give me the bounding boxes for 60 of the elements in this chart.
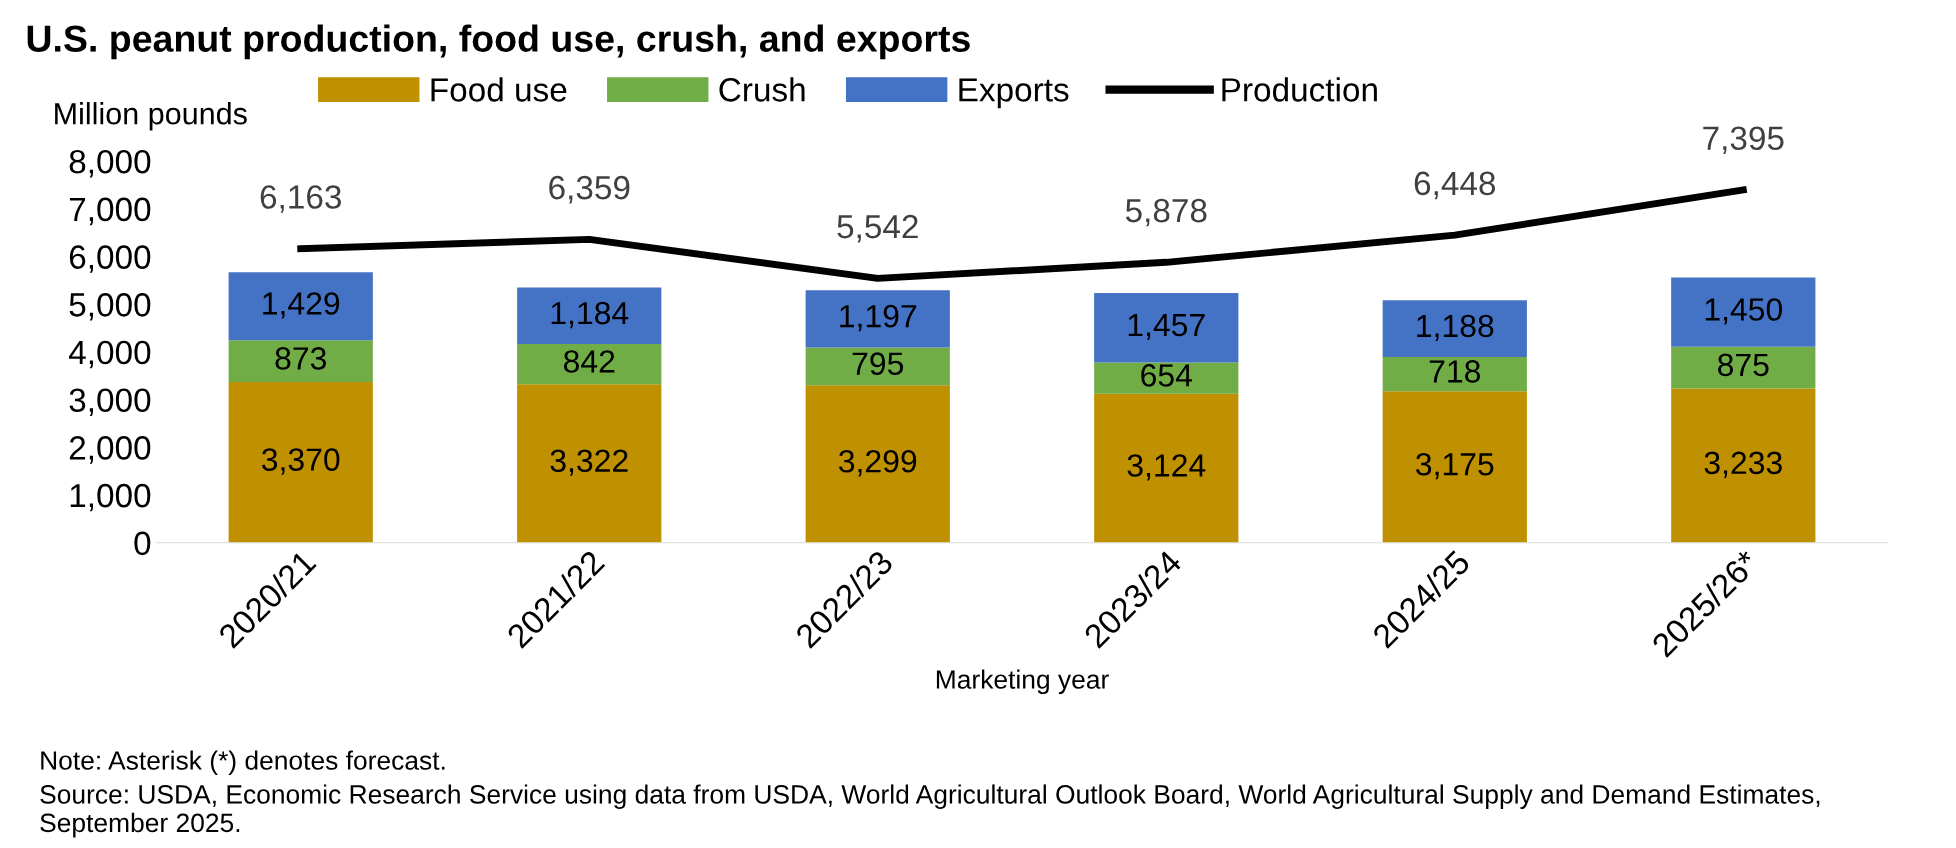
data-label: 6,163 bbox=[260, 185, 341, 213]
data-label: 1,450 bbox=[1705, 298, 1783, 325]
data-label: 718 bbox=[1429, 360, 1481, 383]
data-label: 7,395 bbox=[1703, 126, 1784, 154]
data-label: 3,124 bbox=[1127, 454, 1206, 481]
y-tick-label: 6,000 bbox=[69, 245, 151, 273]
legend-label: Exports bbox=[959, 78, 1069, 109]
data-label: 3,370 bbox=[261, 448, 340, 475]
bar bbox=[1094, 293, 1239, 363]
data-label: 3,175 bbox=[1416, 452, 1494, 480]
chart-title: U.S. peanut production, food use, crush, and exports bbox=[27, 24, 970, 60]
bar bbox=[805, 347, 950, 386]
data-label: 795 bbox=[852, 352, 904, 375]
data-label: 1,188 bbox=[1417, 314, 1494, 342]
data-label: 1,184 bbox=[551, 301, 629, 329]
x-axis-title: Marketing year bbox=[936, 669, 1109, 695]
y-tick-label: 3,000 bbox=[69, 388, 151, 416]
data-label: 1,457 bbox=[1128, 314, 1205, 341]
y-tick-label: 4,000 bbox=[68, 340, 151, 369]
data-label: 1,429 bbox=[263, 292, 340, 319]
bar bbox=[1671, 277, 1816, 347]
y-tick-label: 5,000 bbox=[69, 293, 151, 321]
bar bbox=[805, 290, 950, 348]
data-label: 5,542 bbox=[837, 214, 918, 243]
bar bbox=[1094, 393, 1239, 543]
bar bbox=[1671, 346, 1816, 389]
y-tick-label: 2,000 bbox=[69, 436, 151, 464]
y-tick-label: 7,000 bbox=[69, 197, 151, 226]
y-axis-title: Million pounds bbox=[55, 102, 247, 131]
data-label: 875 bbox=[1718, 353, 1769, 377]
data-label: 6,359 bbox=[549, 175, 630, 204]
bar bbox=[517, 287, 662, 345]
legend-label: Crush bbox=[719, 77, 805, 102]
data-label: 654 bbox=[1141, 364, 1192, 387]
data-label: 6,448 bbox=[1414, 171, 1496, 200]
data-label: 3,233 bbox=[1704, 451, 1782, 478]
legend-label: Food use bbox=[431, 77, 567, 102]
data-label: 842 bbox=[563, 350, 615, 373]
bar bbox=[228, 340, 373, 382]
bar bbox=[228, 381, 373, 543]
bar bbox=[1382, 391, 1527, 543]
y-tick-label: 0 bbox=[134, 531, 151, 556]
source-note: Source: USDA, Economic Research Service using data from USDA, World Agricultural Outlook Board, World Agricultural Supply and Demand Estimates, September 2025. bbox=[40, 784, 1820, 838]
bar bbox=[805, 385, 950, 543]
bar bbox=[1382, 300, 1527, 358]
data-label: 873 bbox=[275, 347, 326, 370]
data-label: 5,878 bbox=[1125, 198, 1207, 227]
bar bbox=[517, 344, 662, 385]
bar bbox=[1382, 357, 1527, 392]
bar bbox=[517, 384, 662, 543]
bar bbox=[1094, 362, 1239, 394]
text: Note: Asterisk (*) denotes forecast. bbox=[41, 750, 445, 776]
data-label: 1,197 bbox=[840, 304, 917, 332]
bar bbox=[228, 272, 373, 341]
y-tick-label: 8,000 bbox=[69, 149, 151, 178]
data-label: 3,322 bbox=[550, 449, 628, 476]
data-label: 3,299 bbox=[839, 449, 917, 477]
legend-label: Production bbox=[1222, 77, 1377, 102]
bar bbox=[1671, 388, 1816, 543]
y-tick-label: 1,000 bbox=[70, 483, 151, 512]
